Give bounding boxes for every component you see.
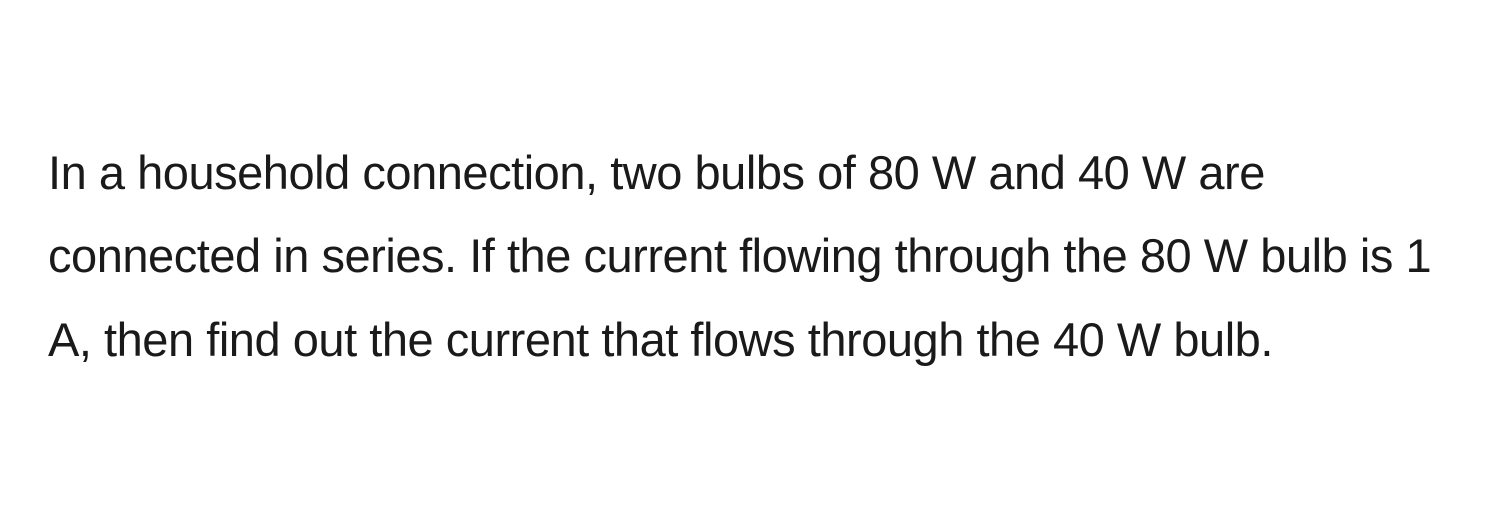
- question-text: In a household connection, two bulbs of …: [48, 131, 1452, 382]
- question-container: In a household connection, two bulbs of …: [0, 131, 1500, 382]
